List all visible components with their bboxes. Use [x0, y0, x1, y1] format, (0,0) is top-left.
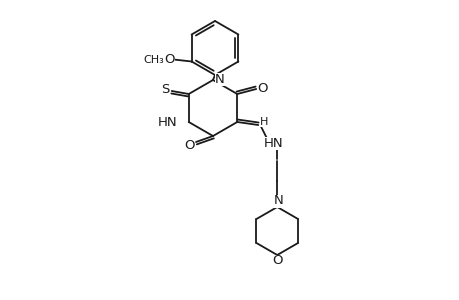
Text: O: O	[271, 254, 282, 268]
Text: O: O	[257, 82, 267, 94]
Text: HN: HN	[158, 116, 177, 128]
Text: N: N	[273, 194, 282, 208]
Text: HN: HN	[263, 136, 282, 149]
Text: O: O	[164, 53, 174, 66]
Text: N: N	[215, 73, 224, 85]
Text: H: H	[259, 117, 268, 127]
Text: CH₃: CH₃	[143, 55, 164, 64]
Text: O: O	[185, 139, 195, 152]
Text: S: S	[161, 82, 169, 95]
